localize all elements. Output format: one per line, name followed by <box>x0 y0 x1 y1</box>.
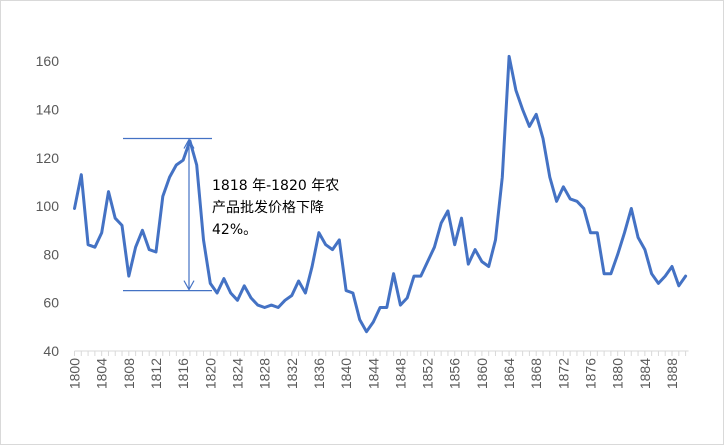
series-group <box>73 54 688 334</box>
x-tick-label: 1880 <box>610 358 626 389</box>
x-tick-label: 1848 <box>392 358 408 389</box>
x-tick-label: 1852 <box>420 358 436 389</box>
x-tick-label: 1860 <box>474 358 490 389</box>
x-tick-label: 1888 <box>664 358 680 389</box>
x-tick-label: 1884 <box>637 358 653 389</box>
series-line <box>73 54 688 334</box>
x-axis: 1800 1804 1808 1812 1816 1820 1824 1828 1832 1836… <box>67 350 689 389</box>
x-tick-label: 1808 <box>121 358 137 389</box>
x-tick-label: 1800 <box>67 358 83 389</box>
y-tick-label: 80 <box>43 246 59 262</box>
x-tick-label: 1816 <box>175 358 191 389</box>
x-tick-label: 1820 <box>202 358 218 389</box>
x-tick-label: 1872 <box>555 358 571 389</box>
x-tick-label: 1828 <box>257 358 273 389</box>
y-tick-label: 60 <box>43 295 59 311</box>
y-tick-label: 100 <box>36 198 60 214</box>
annotation-line-3: 42%。 <box>212 222 257 238</box>
y-axis: 40 60 80 100 120 140 160 <box>36 53 60 359</box>
y-tick-label: 140 <box>36 102 60 118</box>
x-tick-label: 1824 <box>229 358 245 389</box>
annotation-arrowhead-down <box>183 280 195 291</box>
x-tick-label: 1840 <box>338 358 354 389</box>
x-tick-label: 1804 <box>94 358 110 389</box>
x-tick-label: 1836 <box>311 358 327 389</box>
x-tick-label: 1876 <box>583 358 599 389</box>
x-tick-label: 1868 <box>528 358 544 389</box>
y-tick-label: 40 <box>43 343 59 359</box>
x-tick-label: 1856 <box>447 358 463 389</box>
annotation-markers <box>123 137 212 292</box>
x-tick-label: 1832 <box>284 358 300 389</box>
annotation-line-2: 产品批发价格下降 <box>212 200 324 216</box>
x-tick-label: 1844 <box>365 358 381 389</box>
y-tick-label: 120 <box>36 150 60 166</box>
x-tick-label: 1864 <box>501 358 517 389</box>
x-tick-label: 1812 <box>148 358 164 389</box>
y-tick-label: 160 <box>36 53 60 69</box>
annotation-line-1: 1818 年-1820 年农 <box>212 178 339 194</box>
